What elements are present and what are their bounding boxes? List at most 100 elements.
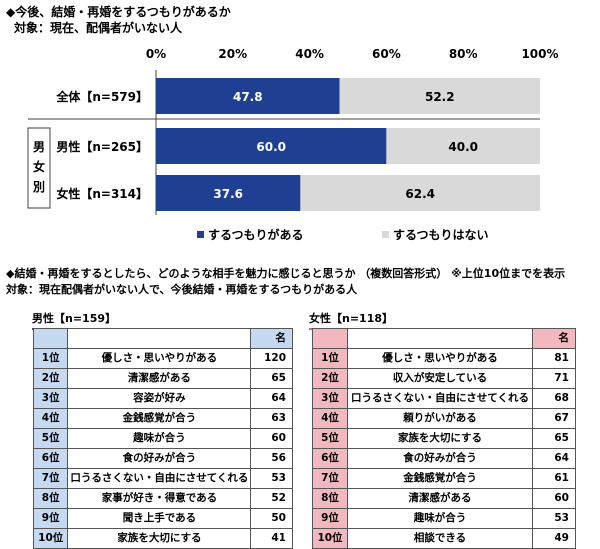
count-cell: 61 [532, 468, 576, 489]
category-label: 全体【n=579】 [55, 89, 148, 104]
table-row: 4位 頼りがいがある 67 [312, 408, 576, 429]
group-label-char: 別 [32, 180, 45, 194]
count-unit-header: 名 [250, 328, 293, 349]
count-cell: 49 [532, 528, 576, 549]
item-cell: 金銭感覚が合う [347, 468, 533, 489]
rank-cell: 3位 [312, 388, 348, 409]
count-cell: 65 [250, 368, 293, 389]
rank-cell: 5位 [312, 428, 348, 449]
count-cell: 41 [250, 528, 293, 549]
rank-cell: 9位 [312, 508, 348, 529]
item-cell: 聞き上手である [67, 508, 252, 529]
count-cell: 65 [532, 428, 576, 449]
header-blank-cell [32, 328, 69, 349]
table-row: 2位 清潔感がある 65 [32, 368, 293, 389]
legend-swatch [382, 231, 389, 238]
bar-segment [156, 78, 340, 114]
count-cell: 52 [250, 488, 293, 509]
item-cell: 家族を大切にする [67, 528, 252, 549]
rank-cell: 1位 [32, 348, 69, 369]
rank-cell: 6位 [312, 448, 348, 469]
count-cell: 64 [250, 388, 293, 409]
legend-swatch [197, 231, 204, 238]
count-cell: 53 [532, 508, 576, 529]
section1-subtitle: 対象：現在、配偶者がいない人 [14, 21, 183, 35]
table-header-row: 名 [312, 328, 576, 349]
stacked-bar-chart: 0% 20% 40% 60% 80% 100% 男女別 全体【n=579】 47.8 52.2 男性… [27, 47, 559, 242]
count-cell: 53 [250, 468, 293, 489]
item-cell: 収入が安定している [347, 368, 533, 389]
rank-cell: 4位 [32, 408, 69, 429]
item-cell: 優しさ・思いやりがある [67, 348, 252, 369]
table-row: 5位 趣味が合う 60 [32, 428, 293, 449]
rank-cell: 2位 [32, 368, 69, 389]
count-cell: 56 [250, 448, 293, 469]
x-tick-label: 0% [146, 47, 166, 61]
rank-cell: 2位 [312, 368, 348, 389]
data-label: 47.8 [233, 90, 263, 104]
rank-cell: 7位 [312, 468, 348, 489]
item-cell: 口うるさくない・自由にさせてくれる [347, 388, 533, 409]
item-cell: 金銭感覚が合う [67, 408, 252, 429]
count-cell: 60 [250, 428, 293, 449]
item-cell: 容姿が好み [67, 388, 252, 409]
table-row: 9位 聞き上手である 50 [32, 508, 293, 529]
count-unit-header: 名 [532, 328, 576, 349]
rank-cell: 1位 [312, 348, 348, 369]
male-ranking-table: 名 1位 優しさ・思いやりがある 120 2位 清潔感がある 65 3位 容姿が好み 64 4位 金銭… [32, 328, 293, 549]
rank-cell: 8位 [32, 488, 69, 509]
count-cell: 67 [532, 408, 576, 429]
rank-cell: 4位 [312, 408, 348, 429]
item-cell: 清潔感がある [67, 368, 252, 389]
count-cell: 120 [250, 348, 293, 369]
data-label: 52.2 [425, 90, 455, 104]
item-cell: 食の好みが合う [347, 448, 533, 469]
rank-cell: 5位 [32, 428, 69, 449]
item-cell: 食の好みが合う [67, 448, 252, 469]
item-cell: 家族を大切にする [347, 428, 533, 449]
count-cell: 81 [532, 348, 576, 369]
x-tick-label: 100% [521, 47, 558, 61]
table-row: 10位 相談できる 49 [312, 528, 576, 549]
count-cell: 71 [532, 368, 576, 389]
table-row: 4位 金銭感覚が合う 63 [32, 408, 293, 429]
x-tick-label: 20% [218, 47, 247, 61]
item-cell: 頼りがいがある [347, 408, 533, 429]
bar-segment [156, 175, 301, 211]
x-tick-label: 80% [449, 47, 478, 61]
count-cell: 60 [532, 488, 576, 509]
table-row: 6位 食の好みが合う 64 [312, 448, 576, 469]
section2-title: ◆結婚・再婚をするとしたら、どのような相手を魅力に感じると思うか （複数回答形式… [6, 267, 566, 280]
count-cell: 68 [532, 388, 576, 409]
item-cell: 清潔感がある [347, 488, 533, 509]
item-cell: 口うるさくない・自由にさせてくれる [67, 468, 252, 489]
table-row: 8位 家事が好き・得意である 52 [32, 488, 293, 509]
data-label: 37.6 [213, 187, 243, 201]
count-cell: 50 [250, 508, 293, 529]
rank-cell: 3位 [32, 388, 69, 409]
table-row: 3位 口うるさくない・自由にさせてくれる 68 [312, 388, 576, 409]
count-cell: 63 [250, 408, 293, 429]
item-cell: 家事が好き・得意である [67, 488, 252, 509]
item-cell: 趣味が合う [347, 508, 533, 529]
group-label-char: 女 [33, 159, 45, 174]
rank-cell: 10位 [312, 528, 348, 549]
group-label-char: 男 [33, 140, 45, 154]
category-label: 男性【n=265】 [56, 139, 148, 154]
rank-cell: 9位 [32, 508, 69, 529]
table-row: 2位 収入が安定している 71 [312, 368, 576, 389]
bar-segment [300, 175, 540, 211]
male-table-label: 男性【n=159】 [32, 310, 117, 330]
section2-subtitle: 対象：現在配偶者がいない人で、今後結婚・再婚をするつもりがある人 [6, 283, 358, 296]
header-blank-cell [347, 328, 533, 349]
table-row: 6位 食の好みが合う 56 [32, 448, 293, 469]
group-box [27, 127, 51, 209]
section1-title: ◆今後、結婚・再婚をするつもりがあるか [6, 5, 231, 19]
x-tick-label: 60% [372, 47, 401, 61]
table-row: 5位 家族を大切にする 65 [312, 428, 576, 449]
x-tick-label: 40% [295, 47, 324, 61]
header-blank-cell [312, 328, 348, 349]
data-label: 40.0 [448, 140, 478, 154]
data-label: 62.4 [405, 187, 435, 201]
table-header-row: 名 [32, 328, 293, 349]
